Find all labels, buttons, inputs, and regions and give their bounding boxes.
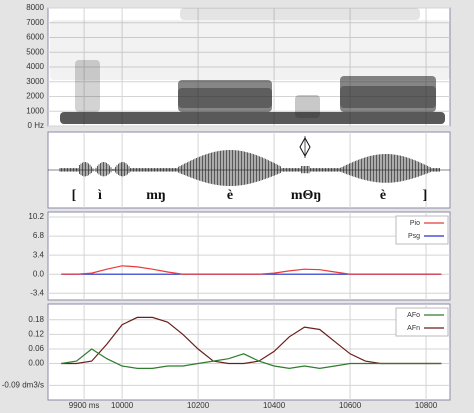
y-tick-label: 2000	[26, 92, 44, 101]
spectral-energy	[60, 112, 445, 124]
legend-box	[395, 215, 449, 245]
y-tick-label: 0.12	[28, 329, 44, 338]
segment-label: [	[72, 188, 77, 203]
y-tick-label: 0.06	[28, 344, 44, 353]
spectral-energy	[180, 8, 420, 20]
series-line	[61, 265, 442, 275]
y-tick-label: 4000	[26, 62, 44, 71]
legend-label: Pio	[410, 220, 420, 227]
legend-label: AFo	[407, 312, 420, 319]
y-tick-label: 3.4	[33, 250, 45, 259]
segment-label: è	[380, 188, 386, 203]
y-tick-label: -0.09 dm3/s	[2, 381, 44, 390]
y-tick-label: 0.0	[33, 269, 45, 278]
y-tick-label: 0.00	[28, 359, 44, 368]
panel	[47, 211, 451, 301]
spectral-energy	[50, 20, 450, 80]
segment-label: mŋ	[146, 188, 165, 203]
x-tick-label: 9900 ms	[69, 401, 100, 410]
segment-label: ]	[423, 188, 428, 203]
y-tick-label: 10.2	[28, 212, 44, 221]
y-tick-label: 7000	[26, 18, 44, 27]
segment-label: mΘŋ	[291, 188, 321, 203]
spectral-energy	[340, 86, 436, 108]
legend-label: AFn	[407, 325, 420, 332]
y-tick-label: 5000	[26, 47, 44, 56]
spectral-energy	[340, 76, 436, 112]
spectral-energy	[178, 88, 272, 108]
x-tick-label: 10200	[187, 401, 210, 410]
x-tick-label: 10600	[339, 401, 362, 410]
y-tick-label: 6.8	[33, 231, 45, 240]
y-tick-label: -3.4	[30, 288, 44, 297]
legend-label: Psg	[408, 233, 420, 240]
y-tick-label: 6000	[26, 33, 44, 42]
segment-label: è	[227, 188, 233, 203]
y-tick-label: 8000	[26, 3, 44, 12]
segment-label: ì	[97, 188, 102, 203]
x-tick-label: 10800	[415, 401, 438, 410]
spectral-energy	[75, 60, 100, 112]
legend-box	[395, 307, 449, 337]
spectral-energy	[295, 95, 320, 118]
y-tick-label: 3000	[26, 77, 44, 86]
y-tick-label: 1000	[26, 106, 44, 115]
series-line	[61, 348, 442, 370]
spectral-energy	[178, 80, 272, 112]
x-tick-label: 10400	[263, 401, 286, 410]
y-tick-label: 0 Hz	[28, 121, 44, 130]
x-tick-label: 10000	[111, 401, 134, 410]
y-tick-label: 0.18	[28, 315, 44, 324]
